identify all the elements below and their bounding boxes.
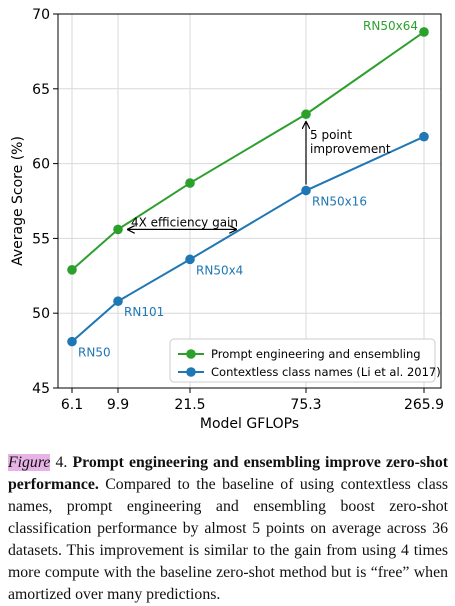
caption-label: Figure <box>8 454 51 471</box>
point-label-rn50x4: RN50x4 <box>196 263 243 277</box>
x-tick-label: 6.1 <box>61 397 83 413</box>
legend: Prompt engineering and ensembling Context… <box>169 338 441 383</box>
x-axis-label: Model GFLOPs <box>200 416 299 432</box>
x-tick-label: 9.9 <box>107 397 129 413</box>
y-tick-label: 65 <box>32 82 50 98</box>
improvement-label-line1: 5 point <box>310 128 352 142</box>
chart: 45 50 55 60 65 70 6.1 9.9 21.5 75.3 265.9 Model GFL… <box>10 7 444 432</box>
point-label-rn50x16: RN50x16 <box>312 195 367 209</box>
legend-box <box>169 338 436 383</box>
y-tick-label: 50 <box>32 306 50 322</box>
x-tick-label: 21.5 <box>174 397 205 413</box>
caption-title: Prompt engineering and ensembling improv… <box>8 454 448 493</box>
series-layer <box>67 27 429 347</box>
series-1-point-1 <box>113 296 123 307</box>
legend-label-0: Prompt engineering and ensembling <box>211 347 421 361</box>
figure-caption: Figure 4. Prompt engineering and ensembl… <box>8 452 448 606</box>
x-tick-label: 265.9 <box>404 397 444 413</box>
y-tick-label: 70 <box>32 7 50 23</box>
series-1-point-3 <box>301 185 311 196</box>
series-0-point-4 <box>419 27 429 37</box>
series-0-point-3 <box>301 109 311 120</box>
series-1-point-2 <box>185 254 195 265</box>
efficiency-gain-label: 4X efficiency gain <box>131 215 238 229</box>
point-label-rn50: RN50 <box>78 346 111 360</box>
series-0-point-1 <box>113 224 123 235</box>
caption-number: 4. <box>50 454 73 471</box>
axes: 45 50 55 60 65 70 6.1 9.9 21.5 75.3 265.9 Model GFL… <box>10 7 444 432</box>
legend-swatch-marker-1 <box>186 367 196 377</box>
point-label-rn50x64: RN50x64 <box>363 19 418 33</box>
series-1-point-4 <box>419 131 429 142</box>
y-tick-label: 55 <box>32 231 50 247</box>
point-labels: RN50 RN101 RN50x4 RN50x16 RN50x64 <box>78 19 418 360</box>
improvement-label-line2: improvement <box>310 142 391 156</box>
grid <box>58 13 441 389</box>
y-tick-label: 45 <box>32 381 50 397</box>
series-0-point-2 <box>185 178 195 188</box>
point-label-rn101: RN101 <box>124 305 164 319</box>
series-1-point-0 <box>67 336 77 347</box>
y-axis-label: Average Score (%) <box>10 136 26 266</box>
x-tick-label: 75.3 <box>290 397 321 413</box>
plot-frame <box>57 13 442 389</box>
legend-swatch-marker-0 <box>186 349 196 359</box>
caption-body: Compared to the baseline of using contex… <box>8 476 448 603</box>
legend-label-1: Contextless class names (Li et al. 2017) <box>211 365 441 379</box>
series-0-point-0 <box>67 265 77 275</box>
y-tick-label: 60 <box>32 157 50 173</box>
